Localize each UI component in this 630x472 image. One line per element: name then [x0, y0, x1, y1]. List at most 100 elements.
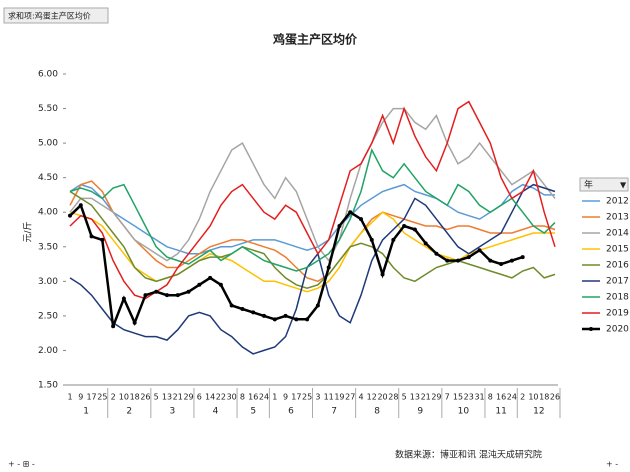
point: [143, 293, 148, 298]
point: [315, 303, 320, 308]
chart-title: 鸡蛋主产区均价: [272, 32, 358, 47]
x-tick-label: 24: [507, 393, 517, 402]
point: [488, 258, 493, 263]
point: [154, 289, 159, 294]
pivot-button-bg[interactable]: [3, 7, 109, 24]
x-tick-label: 5: [154, 393, 159, 402]
x-tick-label: 19: [334, 393, 344, 402]
point: [197, 282, 202, 287]
point: [111, 324, 116, 329]
x-tick-label: 10: [119, 393, 129, 402]
point: [175, 293, 180, 298]
point: [251, 310, 256, 315]
x-tick-label: 29: [183, 393, 193, 402]
x-group-label: 9: [417, 407, 423, 417]
x-tick-label: 21: [173, 393, 183, 402]
x-tick-label: 23: [464, 393, 474, 402]
x-tick-label: 10: [528, 393, 538, 402]
point: [262, 313, 266, 318]
x-tick-label: 8: [240, 393, 245, 402]
x-tick-label: 25: [302, 393, 312, 402]
y-tick-label: 4.00: [38, 208, 58, 218]
x-tick-label: 24: [259, 393, 269, 402]
point: [359, 217, 363, 222]
point: [520, 255, 525, 260]
point: [272, 317, 277, 322]
point: [456, 258, 460, 263]
x-tick-label: 7: [445, 393, 450, 402]
zoom-buttons[interactable]: + -: [606, 460, 618, 469]
series-line: [69, 183, 556, 355]
point: [121, 296, 126, 301]
y-tick-label: 5.00: [38, 139, 58, 149]
legend-label: 2014: [606, 229, 629, 239]
x-tick-label: 16: [496, 393, 506, 402]
legend-label: 2012: [606, 197, 629, 207]
x-group-label: 4: [213, 407, 219, 417]
series-line: [69, 107, 556, 262]
legend-label: 2016: [606, 261, 629, 271]
y-tick-label: 3.50: [38, 242, 58, 252]
point: [466, 255, 471, 260]
point: [305, 317, 310, 322]
legend-label: 2018: [606, 293, 629, 303]
y-tick-label: 3.00: [38, 277, 58, 287]
point: [294, 317, 299, 322]
point: [445, 258, 450, 263]
point: [434, 251, 439, 256]
point: [337, 224, 342, 229]
pivot-button[interactable]: 求和项:鸡蛋主产区均价: [8, 11, 91, 21]
x-tick-label: 9: [283, 393, 288, 402]
x-tick-label: 1: [272, 393, 277, 402]
point: [68, 213, 72, 218]
y-axis-label: 元/斤: [23, 221, 34, 242]
point: [240, 306, 245, 311]
x-group-label: 6: [288, 407, 294, 417]
x-group-label: 5: [250, 407, 256, 417]
point: [208, 275, 213, 280]
y-tick-label: 4.50: [38, 173, 58, 183]
x-tick-label: 5: [402, 393, 407, 402]
x-group-label: 7: [331, 407, 337, 417]
y-tick-label: 2.50: [38, 311, 58, 321]
x-group-label: 2: [126, 407, 132, 417]
x-tick-label: 12: [367, 393, 377, 402]
point: [412, 227, 417, 232]
series-line: [69, 180, 556, 283]
point: [326, 265, 331, 270]
nav-buttons[interactable]: + - ⊞ -: [8, 460, 35, 469]
legend-label: 2015: [606, 245, 629, 255]
legend-title: 年: [584, 179, 593, 191]
filter-icon[interactable]: ▼: [620, 181, 627, 190]
point: [132, 320, 137, 325]
legend-marker: [589, 327, 593, 331]
point: [283, 313, 288, 318]
point: [509, 258, 514, 263]
x-tick-label: 29: [431, 393, 441, 402]
legend-label: 2017: [606, 277, 629, 287]
y-tick-label: 2.00: [38, 346, 58, 356]
x-tick-label: 16: [248, 393, 258, 402]
x-tick-label: 13: [162, 393, 172, 402]
x-tick-label: 25: [97, 393, 107, 402]
x-tick-label: 2: [520, 393, 525, 402]
point: [100, 237, 105, 242]
series-line: [69, 147, 556, 272]
point: [186, 289, 191, 294]
x-group-label: 1: [83, 407, 89, 417]
legend-filter[interactable]: [579, 177, 629, 192]
point: [380, 272, 385, 277]
x-tick-label: 3: [315, 393, 320, 402]
x-group-label: 3: [170, 407, 176, 417]
x-tick-label: 20: [377, 393, 387, 402]
x-group-label: 8: [374, 407, 380, 417]
point: [391, 237, 396, 242]
point: [402, 224, 407, 229]
x-tick-label: 26: [550, 393, 560, 402]
x-tick-label: 2: [111, 393, 116, 402]
series-line: [69, 100, 556, 300]
source: 数据来源：博亚和讯 混沌天成研究院: [395, 449, 542, 461]
point: [78, 203, 83, 208]
x-tick-label: 17: [291, 393, 301, 402]
